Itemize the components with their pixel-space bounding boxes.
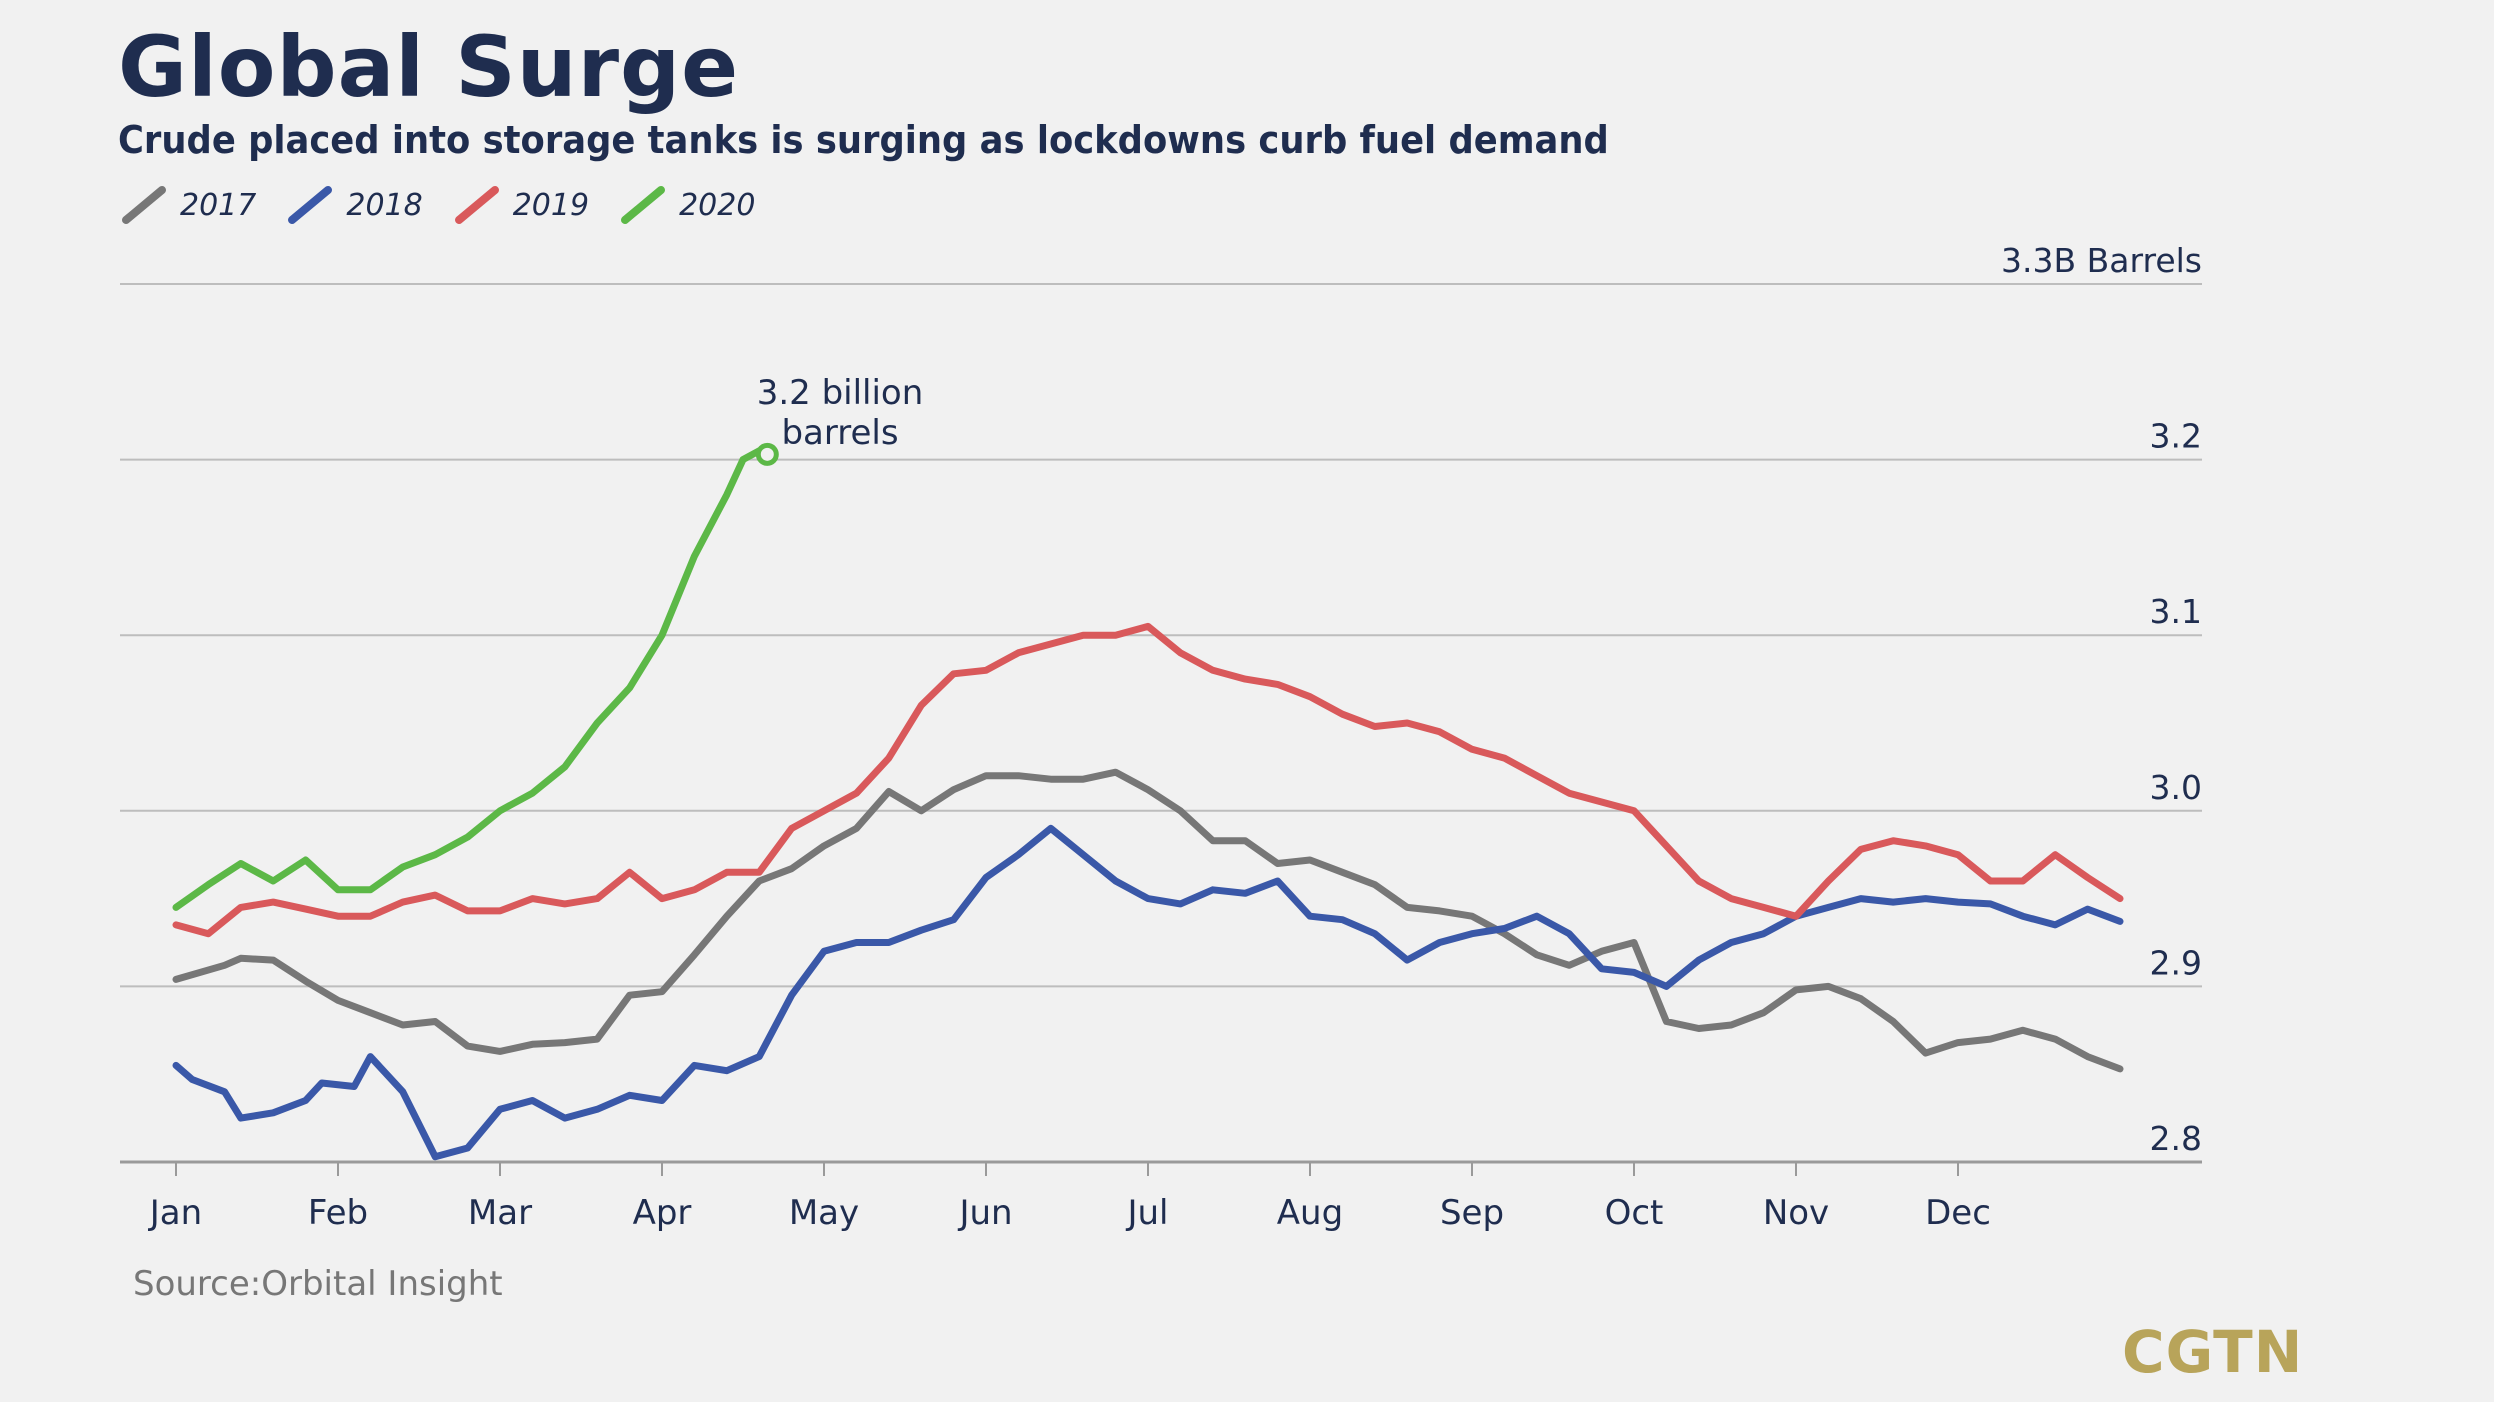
annotation-label-line2: barrels <box>781 413 898 453</box>
legend-swatch <box>621 186 666 224</box>
cgtn-logo: CGTN <box>2122 1318 2304 1386</box>
series-line-2017 <box>172 768 2124 1073</box>
annotation-label-line1: 3.2 billion <box>757 373 924 413</box>
legend-item-2018: 2018 <box>284 180 423 230</box>
legend-swatch-line <box>454 186 499 224</box>
x-tick-label: Sep <box>1440 1193 1504 1233</box>
chart-subtitle: Crude placed into storage tanks is surgi… <box>118 118 1609 162</box>
x-tick-label: Jun <box>957 1193 1012 1233</box>
legend-label: 2018 <box>346 187 423 223</box>
y-tick-label: 3.1 <box>2150 592 2202 631</box>
legend-swatch <box>122 186 166 224</box>
legend-swatch-line <box>288 186 333 224</box>
annotation-marker <box>755 442 779 466</box>
legend-swatch <box>454 186 499 224</box>
series-line-2019 <box>172 622 2124 938</box>
source-note: Source:Orbital Insight <box>133 1264 503 1304</box>
y-tick-label: 3.3B Barrels <box>2001 241 2202 280</box>
legend-item-2017: 2017 <box>118 180 256 230</box>
x-tick-label: Nov <box>1763 1193 1829 1233</box>
x-tick-label: May <box>789 1193 859 1233</box>
legend-item-2019: 2019 <box>451 180 589 230</box>
x-tick-label: Feb <box>308 1193 368 1233</box>
x-tick-label: Apr <box>633 1193 692 1233</box>
series-line-2020 <box>172 447 771 911</box>
legend: 2017 2018 2019 2020 <box>118 180 783 230</box>
legend-item-2020: 2020 <box>617 180 755 230</box>
series-line-2018 <box>172 824 2124 1161</box>
y-tick-label: 2.8 <box>2150 1119 2202 1158</box>
legend-swatch <box>288 186 333 224</box>
x-tick-label: Dec <box>1925 1193 1991 1233</box>
y-tick-label: 3.0 <box>2150 768 2202 807</box>
legend-swatch-line <box>122 186 166 224</box>
x-tick-label: Mar <box>468 1193 532 1233</box>
y-tick-label: 3.2 <box>2150 417 2202 456</box>
x-tick-label: Jul <box>1125 1193 1168 1233</box>
legend-label: 2019 <box>512 187 590 223</box>
y-tick-label: 2.9 <box>2150 943 2202 982</box>
legend-label: 2017 <box>180 187 257 223</box>
chart-title: Global Surge <box>118 18 740 116</box>
x-tick-label: Jan <box>148 1193 202 1233</box>
x-tick-label: Oct <box>1605 1193 1664 1233</box>
legend-label: 2020 <box>679 187 756 223</box>
x-tick-label: Aug <box>1277 1193 1343 1233</box>
legend-swatch-line <box>621 186 666 224</box>
